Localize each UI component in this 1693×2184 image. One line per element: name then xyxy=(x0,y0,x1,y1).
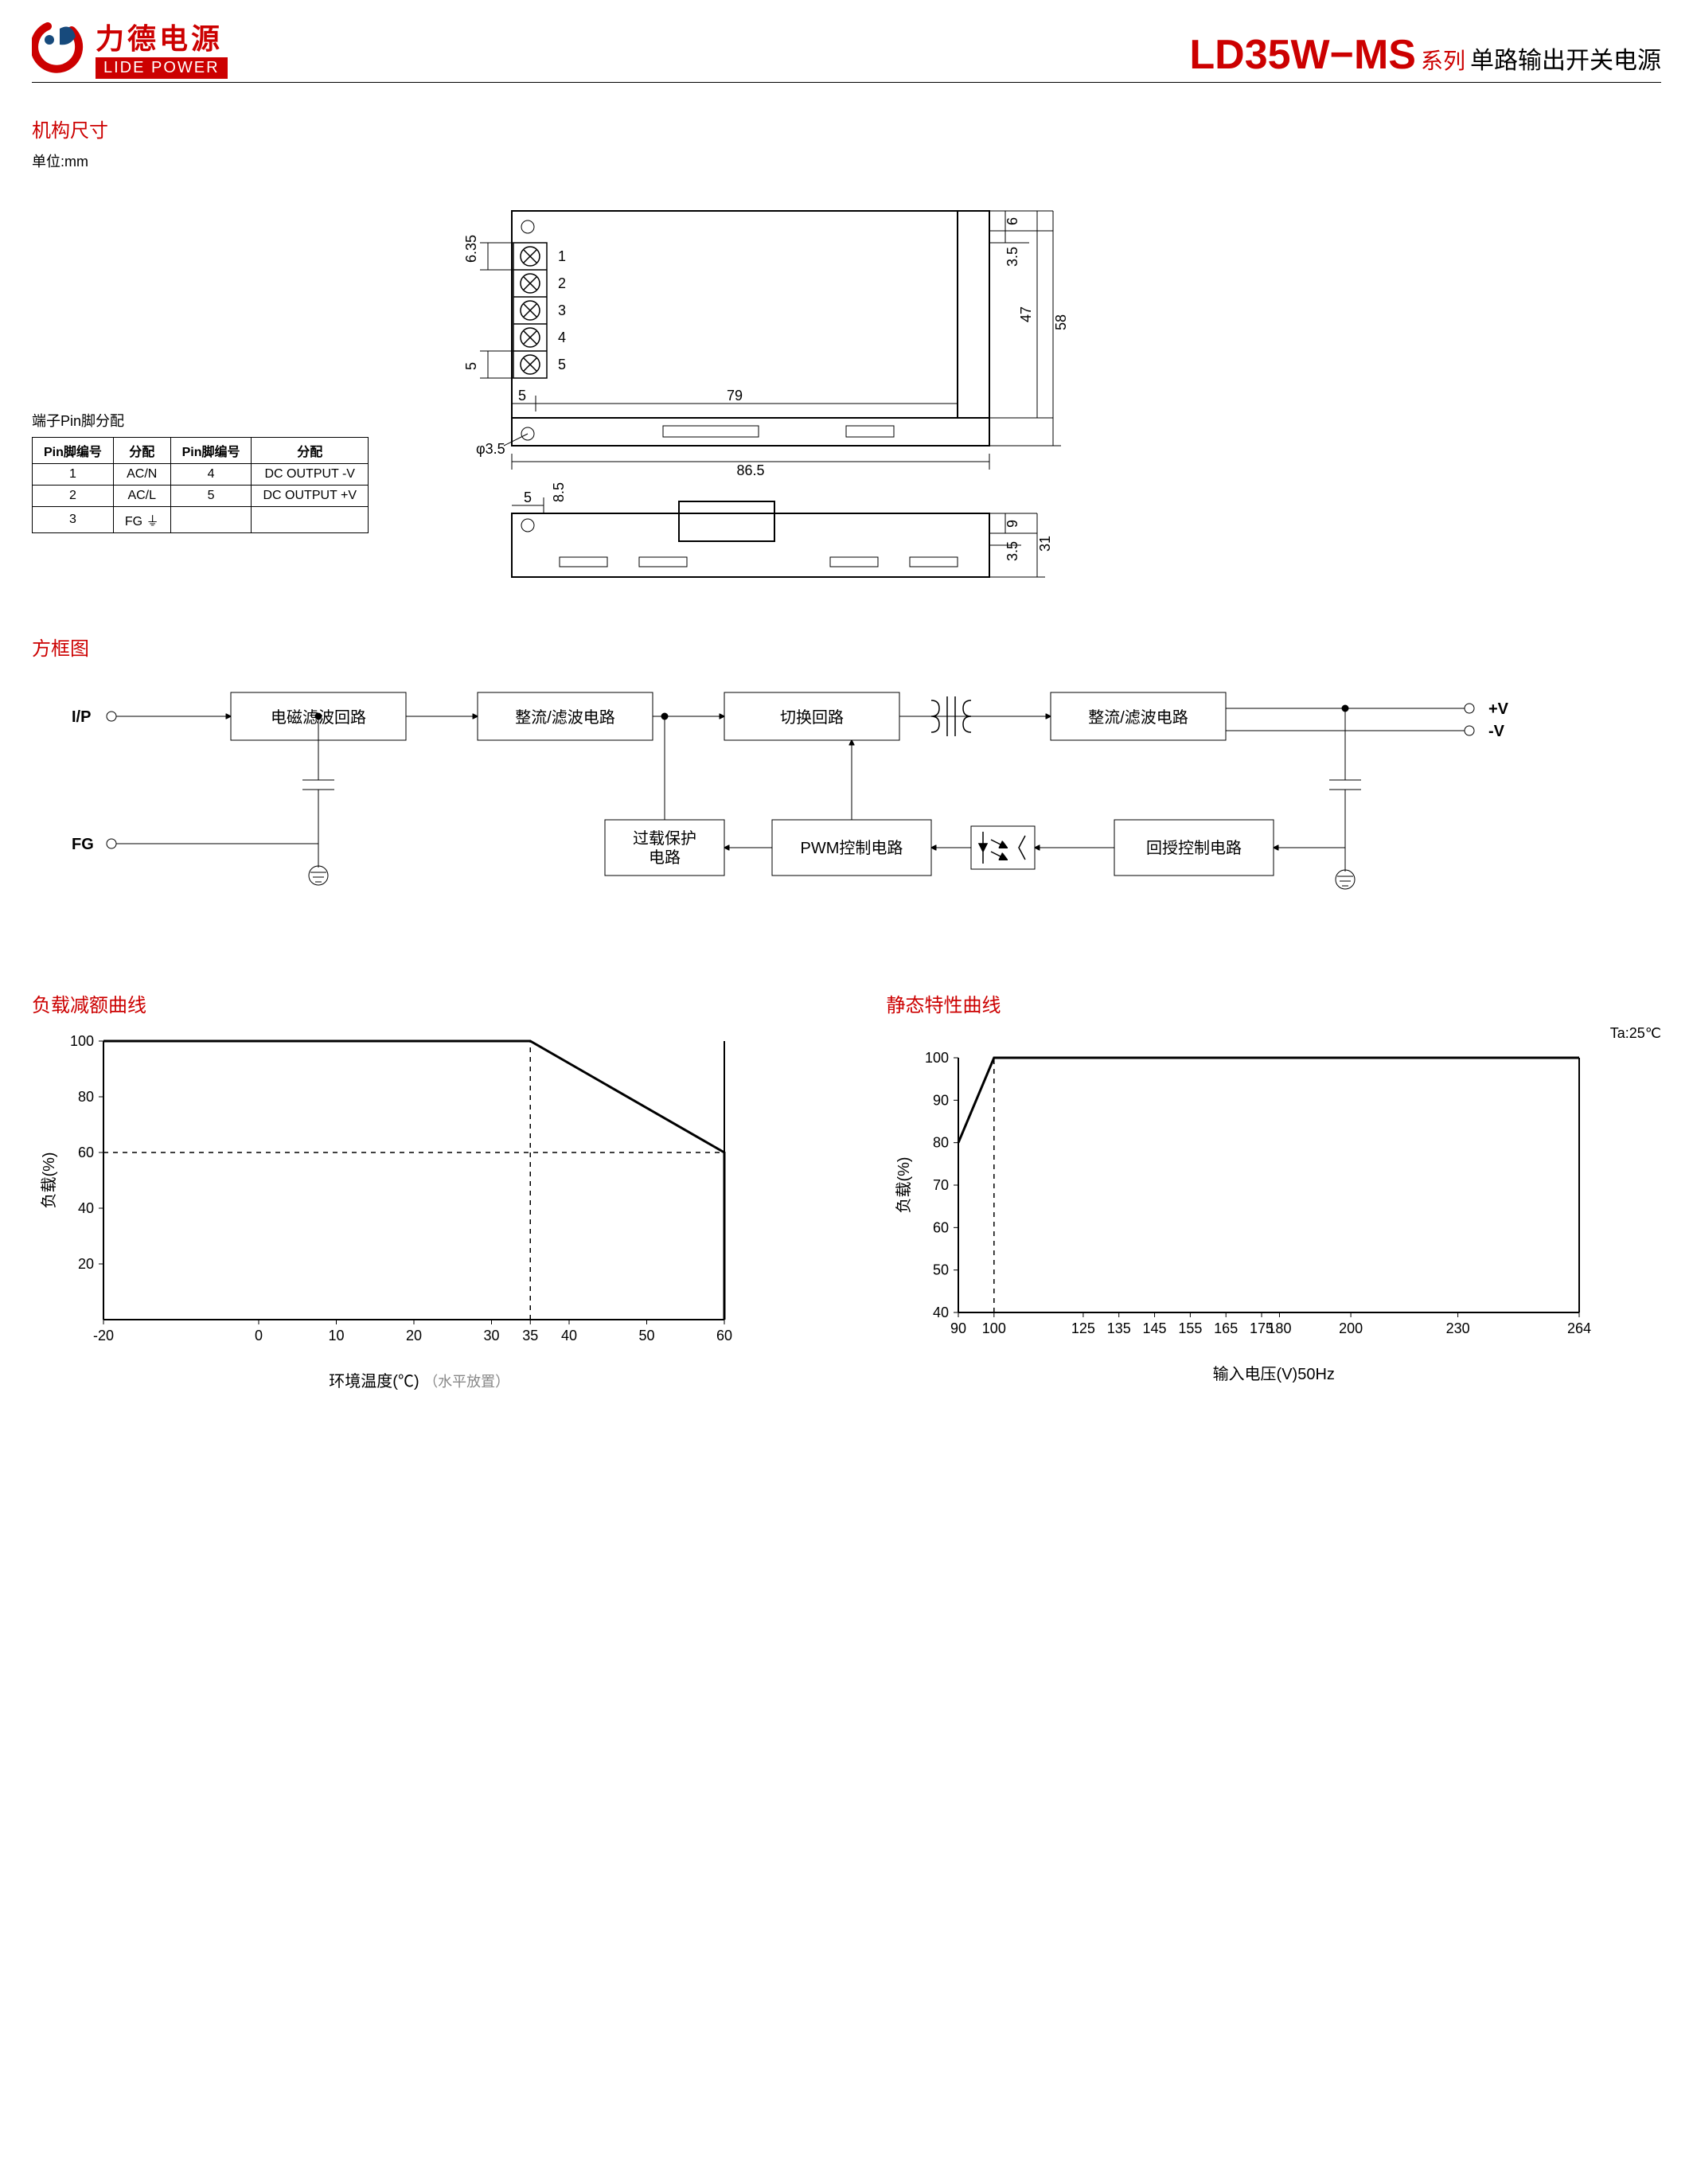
table-row: Pin脚编号 分配 Pin脚编号 分配 xyxy=(33,438,369,464)
derating-chart: -20 0 10 20 30 35 40 50 60 20 40 60 80 100 负载(%) xyxy=(32,1025,748,1359)
svg-text:9: 9 xyxy=(1004,520,1020,528)
svg-text:20: 20 xyxy=(406,1328,422,1344)
table-row: 3FG ⏚ xyxy=(33,507,369,533)
pin-table-block: 端子Pin脚分配 Pin脚编号 分配 Pin脚编号 分配 1AC/N4DC OU… xyxy=(32,187,369,533)
svg-text:回授控制电路: 回授控制电路 xyxy=(1146,839,1242,857)
title-desc: 单路输出开关电源 xyxy=(1470,41,1661,76)
svg-text:80: 80 xyxy=(78,1089,94,1105)
svg-text:40: 40 xyxy=(932,1305,948,1320)
svg-text:155: 155 xyxy=(1178,1320,1202,1336)
section-mech: 机构尺寸 xyxy=(32,115,1661,142)
svg-text:180: 180 xyxy=(1267,1320,1291,1336)
svg-text:50: 50 xyxy=(638,1328,654,1344)
logo-block: 力德电源 LIDE POWER xyxy=(32,16,228,79)
svg-text:60: 60 xyxy=(78,1145,94,1160)
svg-text:165: 165 xyxy=(1214,1320,1238,1336)
svg-text:3.5: 3.5 xyxy=(1004,247,1020,267)
svg-text:3.5: 3.5 xyxy=(1004,541,1020,561)
svg-text:负载(%): 负载(%) xyxy=(895,1156,913,1213)
header-bar: 力德电源 LIDE POWER LD35W−MS 系列 单路输出开关电源 xyxy=(32,16,1661,83)
svg-text:135: 135 xyxy=(1106,1320,1130,1336)
svg-text:6.35: 6.35 xyxy=(463,235,479,263)
logo-en-text: LIDE POWER xyxy=(96,57,228,79)
svg-text:1: 1 xyxy=(558,248,566,264)
static-chart: 9010012513514515516517518020023026440506… xyxy=(887,1042,1603,1352)
svg-text:2: 2 xyxy=(558,275,566,291)
svg-text:80: 80 xyxy=(932,1135,948,1151)
svg-text:264: 264 xyxy=(1566,1320,1590,1336)
svg-text:负载(%): 负载(%) xyxy=(40,1152,58,1208)
mech-unit: 单位:mm xyxy=(32,150,1661,171)
title-model: LD35W−MS xyxy=(1189,31,1416,79)
svg-text:-V: -V xyxy=(1488,723,1505,740)
th: 分配 xyxy=(252,438,369,464)
svg-text:47: 47 xyxy=(1018,306,1034,322)
logo-cn-text: 力德电源 xyxy=(96,16,228,57)
chart2-note: Ta:25℃ xyxy=(887,1025,1662,1042)
svg-text:整流/滤波电路: 整流/滤波电路 xyxy=(515,708,615,727)
svg-text:5: 5 xyxy=(463,362,479,370)
svg-text:3: 3 xyxy=(558,302,566,318)
svg-text:10: 10 xyxy=(328,1328,344,1344)
svg-text:+V: +V xyxy=(1488,700,1509,718)
svg-text:I/P: I/P xyxy=(72,708,91,726)
table-row: 1AC/N4DC OUTPUT -V xyxy=(33,464,369,486)
svg-text:60: 60 xyxy=(716,1328,732,1344)
section-block: 方框图 xyxy=(32,633,1661,661)
pin-table: Pin脚编号 分配 Pin脚编号 分配 1AC/N4DC OUTPUT -V 2… xyxy=(32,437,369,533)
svg-text:58: 58 xyxy=(1053,314,1069,330)
svg-text:φ3.5: φ3.5 xyxy=(476,441,505,457)
svg-text:6: 6 xyxy=(1004,217,1020,225)
svg-text:79: 79 xyxy=(727,388,743,404)
svg-text:90: 90 xyxy=(932,1092,948,1108)
svg-text:70: 70 xyxy=(932,1177,948,1193)
section-chart2: 静态特性曲线 xyxy=(887,989,1662,1017)
title-series: 系列 xyxy=(1421,44,1465,76)
svg-text:4: 4 xyxy=(558,330,566,345)
svg-text:5: 5 xyxy=(558,357,566,372)
svg-text:-20: -20 xyxy=(93,1328,114,1344)
svg-text:100: 100 xyxy=(981,1320,1005,1336)
svg-text:切换回路: 切换回路 xyxy=(780,708,844,727)
svg-text:100: 100 xyxy=(924,1050,948,1066)
svg-text:100: 100 xyxy=(70,1033,94,1049)
mech-drawing: 1 2 3 4 5 6.35 5 5 79 φ3.5 86.5 6 xyxy=(400,187,1117,601)
svg-text:31: 31 xyxy=(1037,536,1053,552)
block-diagram: I/P FG 电磁滤波回路 整流/滤波电路 切换回路 整流/滤波电路 过载保护电… xyxy=(32,669,1544,939)
svg-text:230: 230 xyxy=(1445,1320,1469,1336)
svg-text:过载保护: 过载保护 xyxy=(633,829,696,848)
th: Pin脚编号 xyxy=(170,438,252,464)
svg-text:86.5: 86.5 xyxy=(736,462,764,478)
title-block: LD35W−MS 系列 单路输出开关电源 xyxy=(1189,31,1661,79)
svg-text:8.5: 8.5 xyxy=(551,482,567,502)
svg-text:FG: FG xyxy=(72,836,94,853)
svg-text:60: 60 xyxy=(932,1219,948,1235)
svg-text:20: 20 xyxy=(78,1256,94,1272)
svg-text:50: 50 xyxy=(932,1262,948,1278)
pin-table-title: 端子Pin脚分配 xyxy=(32,410,369,431)
svg-text:PWM控制电路: PWM控制电路 xyxy=(801,839,903,857)
svg-text:30: 30 xyxy=(483,1328,499,1344)
section-chart1: 负载减额曲线 xyxy=(32,989,807,1017)
chart2-xlabel: 输入电压(V)50Hz xyxy=(887,1361,1662,1384)
chart1-xlabel: 环境温度(℃) xyxy=(329,1373,419,1390)
svg-text:200: 200 xyxy=(1339,1320,1363,1336)
chart1-extra: （水平放置） xyxy=(423,1374,509,1390)
svg-text:145: 145 xyxy=(1142,1320,1166,1336)
th: Pin脚编号 xyxy=(33,438,114,464)
svg-text:125: 125 xyxy=(1071,1320,1094,1336)
th: 分配 xyxy=(113,438,170,464)
svg-text:整流/滤波电路: 整流/滤波电路 xyxy=(1088,708,1188,727)
table-row: 2AC/L5DC OUTPUT +V xyxy=(33,486,369,507)
svg-text:0: 0 xyxy=(255,1328,263,1344)
svg-text:5: 5 xyxy=(524,489,532,505)
svg-text:5: 5 xyxy=(518,388,526,404)
svg-text:40: 40 xyxy=(561,1328,577,1344)
svg-text:90: 90 xyxy=(950,1320,965,1336)
svg-text:40: 40 xyxy=(78,1200,94,1216)
svg-text:35: 35 xyxy=(522,1328,538,1344)
svg-text:电路: 电路 xyxy=(649,848,681,867)
logo-icon xyxy=(32,22,88,73)
